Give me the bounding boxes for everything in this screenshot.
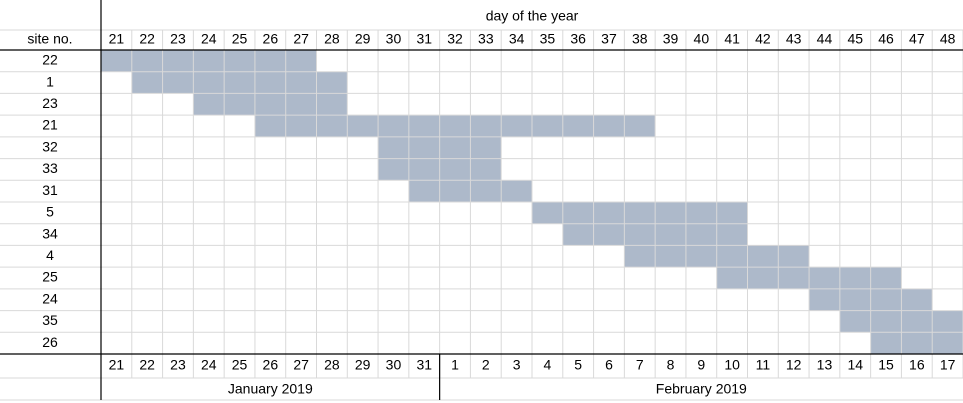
site-label: 31 (42, 182, 58, 198)
day-label: 26 (263, 31, 279, 47)
date-label: 1 (451, 357, 459, 373)
date-label: 15 (878, 357, 894, 373)
day-label: 40 (694, 31, 710, 47)
site-label: 5 (46, 204, 54, 220)
day-label: 43 (786, 31, 802, 47)
site-label: 32 (42, 138, 58, 154)
day-label: 39 (663, 31, 679, 47)
site-label: 23 (42, 95, 58, 111)
date-label: 10 (724, 357, 740, 373)
day-label: 41 (724, 31, 740, 47)
day-label: 46 (878, 31, 894, 47)
day-label: 22 (139, 31, 155, 47)
month-label: February 2019 (656, 381, 747, 397)
day-label: 30 (386, 31, 402, 47)
day-label: 44 (817, 31, 833, 47)
date-label: 17 (940, 357, 956, 373)
schedule-bar (193, 93, 348, 116)
date-label: 9 (697, 357, 705, 373)
day-label: 28 (324, 31, 340, 47)
day-label: 37 (601, 31, 617, 47)
day-label: 25 (232, 31, 248, 47)
date-label: 31 (416, 357, 432, 373)
date-label: 28 (324, 357, 340, 373)
date-label: 16 (909, 357, 925, 373)
day-label: 23 (170, 31, 186, 47)
date-label: 3 (513, 357, 521, 373)
site-label: 1 (46, 73, 54, 89)
day-label: 31 (416, 31, 432, 47)
header-title: day of the year (486, 8, 579, 24)
site-label: 34 (42, 225, 58, 241)
day-label: 47 (909, 31, 925, 47)
site-label: 21 (42, 117, 58, 133)
date-label: 11 (756, 357, 771, 373)
day-label: 24 (201, 31, 217, 47)
day-label: 42 (755, 31, 771, 47)
schedule-bar (131, 71, 348, 94)
date-label: 23 (170, 357, 186, 373)
site-label: 35 (42, 312, 58, 328)
day-label: 35 (540, 31, 556, 47)
month-label: January 2019 (228, 381, 313, 397)
site-label: 4 (46, 247, 54, 263)
day-label: 29 (355, 31, 371, 47)
site-label: 22 (42, 52, 58, 68)
date-label: 12 (786, 357, 802, 373)
site-label: 25 (42, 269, 58, 285)
date-label: 25 (232, 357, 248, 373)
day-label: 45 (847, 31, 863, 47)
day-label: 33 (478, 31, 494, 47)
date-label: 7 (636, 357, 644, 373)
site-label: 24 (42, 290, 58, 306)
date-label: 30 (386, 357, 402, 373)
schedule-bar (870, 332, 963, 354)
schedule-bar (254, 115, 656, 137)
site-label: 26 (42, 334, 58, 350)
date-label: 5 (574, 357, 582, 373)
site-label: 33 (42, 160, 58, 176)
date-label: 21 (109, 357, 125, 373)
date-label: 29 (355, 357, 371, 373)
site-label: site no. (27, 31, 72, 47)
day-label: 36 (570, 31, 586, 47)
day-label: 48 (940, 31, 956, 47)
date-label: 6 (605, 357, 613, 373)
date-label: 4 (543, 357, 551, 373)
day-label: 21 (109, 31, 125, 47)
schedule-bar (532, 202, 748, 224)
date-label: 14 (847, 357, 863, 373)
day-label: 38 (632, 31, 648, 47)
date-label: 13 (817, 357, 833, 373)
date-label: 8 (667, 357, 675, 373)
date-label: 26 (263, 357, 279, 373)
schedule-bar (101, 50, 317, 72)
day-label: 27 (293, 31, 309, 47)
day-label: 34 (509, 31, 525, 47)
day-label: 32 (447, 31, 463, 47)
date-label: 2 (482, 357, 490, 373)
date-label: 27 (293, 357, 309, 373)
date-label: 24 (201, 357, 217, 373)
date-label: 22 (139, 357, 155, 373)
